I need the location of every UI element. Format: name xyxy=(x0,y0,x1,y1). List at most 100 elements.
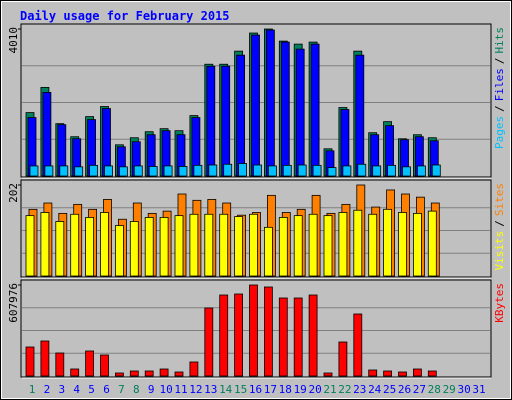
bar xyxy=(159,217,169,277)
bar xyxy=(267,165,277,177)
x-tick-label: 30 xyxy=(457,383,470,396)
bar xyxy=(40,212,50,277)
x-tick-label: 15 xyxy=(234,383,247,396)
bar xyxy=(55,221,65,277)
bar xyxy=(100,354,109,377)
x-tick-label: 22 xyxy=(338,383,351,396)
bar xyxy=(40,340,50,377)
bar xyxy=(253,164,262,177)
bar xyxy=(70,213,80,277)
bar xyxy=(338,341,348,377)
bar xyxy=(383,370,393,377)
x-tick-label: 6 xyxy=(103,383,110,396)
x-tick-label: 17 xyxy=(264,383,277,396)
bar xyxy=(293,215,303,277)
bar xyxy=(174,215,184,277)
bar xyxy=(278,217,288,277)
x-tick-label: 14 xyxy=(219,383,233,396)
bar xyxy=(263,286,273,377)
y-tick-label: 607976 xyxy=(7,283,20,323)
bar xyxy=(25,215,35,277)
bar xyxy=(74,166,84,177)
bar xyxy=(249,284,258,377)
bar xyxy=(323,215,333,277)
bar xyxy=(219,213,229,277)
bar xyxy=(206,65,216,177)
x-tick-label: 21 xyxy=(323,383,336,396)
bar xyxy=(234,293,244,377)
bar xyxy=(402,166,411,177)
bar xyxy=(204,213,214,277)
x-tick-label: 1 xyxy=(29,383,36,396)
x-tick-label: 12 xyxy=(189,383,202,396)
bar xyxy=(353,313,363,377)
bar xyxy=(223,163,233,177)
bar xyxy=(234,216,244,277)
bar xyxy=(308,294,318,377)
bar xyxy=(208,164,218,177)
x-tick-label: 16 xyxy=(249,383,262,396)
bar xyxy=(310,43,320,177)
bar xyxy=(295,48,305,177)
bar xyxy=(70,368,80,377)
bar xyxy=(189,213,199,277)
bar xyxy=(129,221,139,277)
legend-separator: / xyxy=(493,105,506,112)
legend: Visits / Sites xyxy=(493,183,506,271)
x-tick-label: 11 xyxy=(174,383,187,396)
chart-title: Daily usage for February 2015 xyxy=(20,9,230,23)
bar xyxy=(280,41,290,177)
bar xyxy=(293,297,303,377)
x-tick-label: 20 xyxy=(308,383,321,396)
x-tick-label: 23 xyxy=(353,383,366,396)
bar xyxy=(398,212,407,277)
x-tick-label: 24 xyxy=(368,383,382,396)
x-tick-label: 31 xyxy=(472,383,485,396)
bar xyxy=(59,165,69,177)
bar xyxy=(221,65,231,177)
bar xyxy=(100,212,109,277)
x-tick-label: 27 xyxy=(413,383,426,396)
bar xyxy=(55,352,65,377)
bar xyxy=(416,165,426,177)
legend-entry: KBytes xyxy=(493,283,506,323)
bar xyxy=(368,213,378,277)
bar xyxy=(115,372,124,377)
bar xyxy=(144,217,154,277)
x-tick-label: 25 xyxy=(383,383,396,396)
bar xyxy=(44,165,54,177)
x-tick-label: 7 xyxy=(118,383,125,396)
x-tick-label: 8 xyxy=(133,383,140,396)
bar xyxy=(383,208,393,277)
bar xyxy=(265,29,275,177)
y-tick-label: 4010 xyxy=(7,27,20,54)
bar xyxy=(342,165,352,177)
bar xyxy=(159,368,169,377)
bar xyxy=(42,92,52,177)
bar xyxy=(133,165,143,177)
bar xyxy=(204,307,214,377)
bar xyxy=(327,167,337,177)
bar xyxy=(251,34,260,177)
bar xyxy=(323,372,333,377)
bar xyxy=(357,163,367,177)
bar xyxy=(144,370,154,377)
bar xyxy=(238,163,248,177)
bar xyxy=(282,164,292,177)
bar xyxy=(398,371,407,377)
bar xyxy=(115,225,124,277)
x-tick-label: 3 xyxy=(58,383,65,396)
bar xyxy=(308,213,318,277)
legend: KBytes xyxy=(493,283,506,323)
bar xyxy=(263,226,273,277)
legend-entry: Sites xyxy=(493,183,506,216)
bar xyxy=(178,166,188,177)
legend: Pages / Files / Hits xyxy=(493,27,506,149)
bar xyxy=(148,166,158,177)
x-tick-label: 19 xyxy=(294,383,307,396)
legend-separator: / xyxy=(493,220,506,227)
bar xyxy=(312,164,322,177)
bar xyxy=(431,164,441,177)
